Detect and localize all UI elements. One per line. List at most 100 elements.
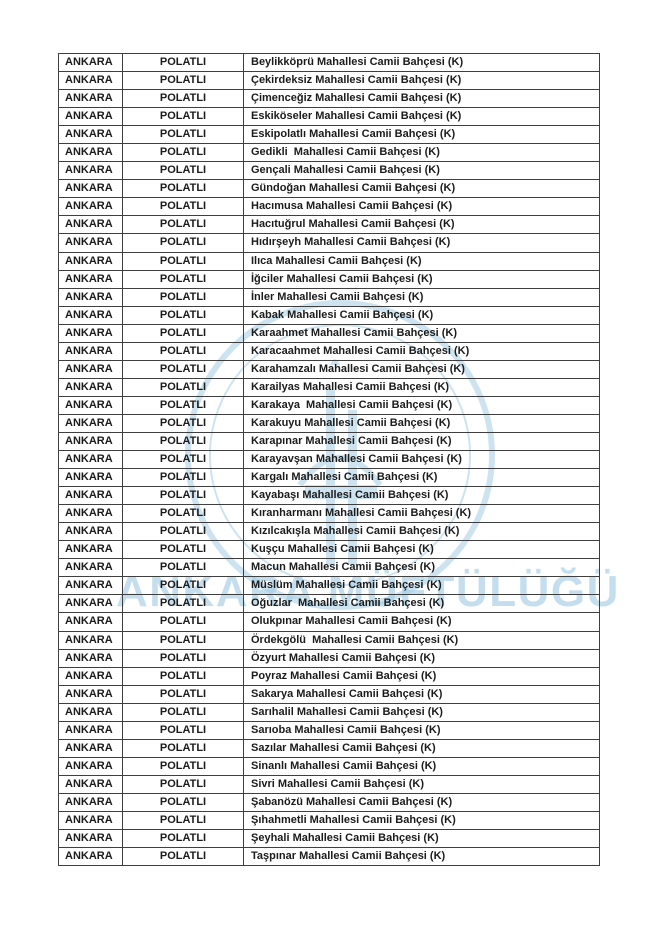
cell-province: ANKARA xyxy=(59,342,123,360)
table-row: ANKARA POLATLI Sakarya Mahallesi Camii B… xyxy=(59,685,599,704)
cell-province: ANKARA xyxy=(59,739,123,757)
cell-province: ANKARA xyxy=(59,72,123,90)
cell-district: POLATLI xyxy=(123,324,244,342)
cell-province: ANKARA xyxy=(59,306,123,324)
cell-location: Beylikköprü Mahallesi Camii Bahçesi (K) xyxy=(251,56,464,69)
cell-district: POLATLI xyxy=(123,739,244,757)
table-row: ANKARA POLATLI Sinanlı Mahallesi Camii B… xyxy=(59,757,599,776)
table-row: ANKARA POLATLI Hıdırşeyh Mahallesi Camii… xyxy=(59,234,599,253)
cell-location: Kayabaşı Mahallesi Camii Bahçesi (K) xyxy=(251,489,449,502)
table-row: ANKARA POLATLI İğciler Mahallesi Camii B… xyxy=(59,270,599,289)
table-row: ANKARA POLATLI Çimenceğiz Mahallesi Cami… xyxy=(59,90,599,109)
cell-district: POLATLI xyxy=(123,432,244,451)
cell-district: POLATLI xyxy=(123,631,244,649)
cell-province: ANKARA xyxy=(59,559,123,577)
cell-district: POLATLI xyxy=(123,613,244,631)
cell-location: Çimenceğiz Mahallesi Camii Bahçesi (K) xyxy=(251,92,462,105)
cell-location: Karapınar Mahallesi Camii Bahçesi (K) xyxy=(251,435,452,447)
table-row: ANKARA POLATLI Şabanözü Mahallesi Camii … xyxy=(59,793,599,812)
cell-location: Karayavşan Mahallesi Camii Bahçesi (K) xyxy=(251,453,462,466)
cell-district: POLATLI xyxy=(123,90,244,108)
table-row: ANKARA POLATLI Karayavşan Mahallesi Cami… xyxy=(59,451,599,470)
cell-location: Şeyhali Mahallesi Camii Bahçesi (K) xyxy=(251,832,439,845)
cell-district: POLATLI xyxy=(123,72,244,90)
table-row: ANKARA POLATLI Poyraz Mahallesi Camii Ba… xyxy=(59,667,599,686)
table-row: ANKARA POLATLI Olukpınar Mahallesi Camii… xyxy=(59,613,599,632)
cell-location: Sarıoba Mahallesi Camii Bahçesi (K) xyxy=(251,723,441,736)
cell-district: POLATLI xyxy=(123,848,244,866)
table-row: ANKARA POLATLI Ördekgölü Mahallesi Camii… xyxy=(59,631,599,650)
cell-district: POLATLI xyxy=(123,830,244,848)
cell-location: Eskiköseler Mahallesi Camii Bahçesi (K) xyxy=(251,110,462,123)
table-row: ANKARA POLATLI İnler Mahallesi Camii Bah… xyxy=(59,288,599,307)
cell-location: Sivri Mahallesi Camii Bahçesi (K) xyxy=(251,777,425,790)
table-row: ANKARA POLATLI Kayabaşı Mahallesi Camii … xyxy=(59,487,599,506)
cell-location: Şıhahmetli Mahallesi Camii Bahçesi (K) xyxy=(251,813,456,826)
cell-district: POLATLI xyxy=(123,54,244,72)
cell-province: ANKARA xyxy=(59,396,123,414)
cell-location: Karakaya Mahallesi Camii Bahçesi (K) xyxy=(251,398,453,411)
cell-district: POLATLI xyxy=(123,108,244,126)
cell-location: Çekirdeksiz Mahallesi Camii Bahçesi (K) xyxy=(251,74,462,87)
cell-province: ANKARA xyxy=(59,848,123,866)
cell-location: Macun Mahallesi Camii Bahçesi (K) xyxy=(251,561,435,574)
cell-location: Kıranharmanı Mahallesi Camii Bahçesi (K) xyxy=(251,507,472,520)
table-row: ANKARA POLATLI Kuşçu Mahallesi Camii Bah… xyxy=(59,541,599,560)
cell-district: POLATLI xyxy=(123,757,244,775)
cell-province: ANKARA xyxy=(59,793,123,811)
cell-province: ANKARA xyxy=(59,811,123,830)
table-row: ANKARA POLATLI Beylikköprü Mahallesi Cam… xyxy=(59,54,599,73)
cell-location: Sakarya Mahallesi Camii Bahçesi (K) xyxy=(251,687,443,700)
cell-district: POLATLI xyxy=(123,234,244,252)
cell-location: Sarıhalil Mahallesi Camii Bahçesi (K) xyxy=(251,705,443,718)
cell-location: Karaahmet Mahallesi Camii Bahçesi (K) xyxy=(251,326,458,339)
table-row: ANKARA POLATLI Eskiköseler Mahallesi Cam… xyxy=(59,108,599,127)
cell-district: POLATLI xyxy=(123,378,244,396)
cell-location: Gündoğan Mahallesi Camii Bahçesi (K) xyxy=(251,182,456,195)
cell-district: POLATLI xyxy=(123,649,244,667)
cell-location: Karacaahmet Mahallesi Camii Bahçesi (K) xyxy=(251,344,470,357)
cell-district: POLATLI xyxy=(123,811,244,830)
table-row: ANKARA POLATLI Macun Mahallesi Camii Bah… xyxy=(59,559,599,578)
cell-province: ANKARA xyxy=(59,613,123,631)
table-row: ANKARA POLATLI Karaahmet Mahallesi Camii… xyxy=(59,324,599,343)
table-row: ANKARA POLATLI Taşpınar Mahallesi Camii … xyxy=(59,848,599,866)
cell-district: POLATLI xyxy=(123,703,244,721)
cell-location: Taşpınar Mahallesi Camii Bahçesi (K) xyxy=(251,850,446,863)
cell-district: POLATLI xyxy=(123,487,244,505)
cell-province: ANKARA xyxy=(59,595,123,613)
cell-province: ANKARA xyxy=(59,108,123,126)
cell-province: ANKARA xyxy=(59,775,123,793)
cell-district: POLATLI xyxy=(123,541,244,559)
cell-district: POLATLI xyxy=(123,577,244,595)
cell-location: Gedikli Mahallesi Camii Bahçesi (K) xyxy=(251,146,440,159)
locations-table: ANKARA POLATLI Beylikköprü Mahallesi Cam… xyxy=(58,53,600,866)
cell-location: Olukpınar Mahallesi Camii Bahçesi (K) xyxy=(251,615,452,628)
cell-location: Müslüm Mahallesi Camii Bahçesi (K) xyxy=(251,579,442,592)
table-row: ANKARA POLATLI Gündoğan Mahallesi Camii … xyxy=(59,180,599,199)
table-row: ANKARA POLATLI Karahamzalı Mahallesi Cam… xyxy=(59,360,599,379)
cell-province: ANKARA xyxy=(59,360,123,378)
cell-location: Özyurt Mahallesi Camii Bahçesi (K) xyxy=(251,651,435,664)
cell-province: ANKARA xyxy=(59,721,123,739)
table-row: ANKARA POLATLI Sarıhalil Mahallesi Camii… xyxy=(59,703,599,722)
cell-district: POLATLI xyxy=(123,126,244,144)
cell-province: ANKARA xyxy=(59,216,123,234)
cell-province: ANKARA xyxy=(59,830,123,848)
cell-district: POLATLI xyxy=(123,793,244,811)
cell-location: Kabak Mahallesi Camii Bahçesi (K) xyxy=(251,308,434,321)
cell-district: POLATLI xyxy=(123,396,244,414)
cell-district: POLATLI xyxy=(123,162,244,180)
cell-province: ANKARA xyxy=(59,288,123,306)
cell-province: ANKARA xyxy=(59,180,123,198)
table-row: ANKARA POLATLI Kargalı Mahallesi Camii B… xyxy=(59,469,599,488)
cell-province: ANKARA xyxy=(59,577,123,595)
cell-province: ANKARA xyxy=(59,270,123,288)
cell-province: ANKARA xyxy=(59,432,123,451)
table-row: ANKARA POLATLI Eskipolatlı Mahallesi Cam… xyxy=(59,126,599,145)
cell-location: Hıdırşeyh Mahallesi Camii Bahçesi (K) xyxy=(251,236,451,249)
cell-province: ANKARA xyxy=(59,703,123,721)
cell-location: İnler Mahallesi Camii Bahçesi (K) xyxy=(251,290,424,303)
table-row: ANKARA POLATLI Çekirdeksiz Mahallesi Cam… xyxy=(59,72,599,91)
